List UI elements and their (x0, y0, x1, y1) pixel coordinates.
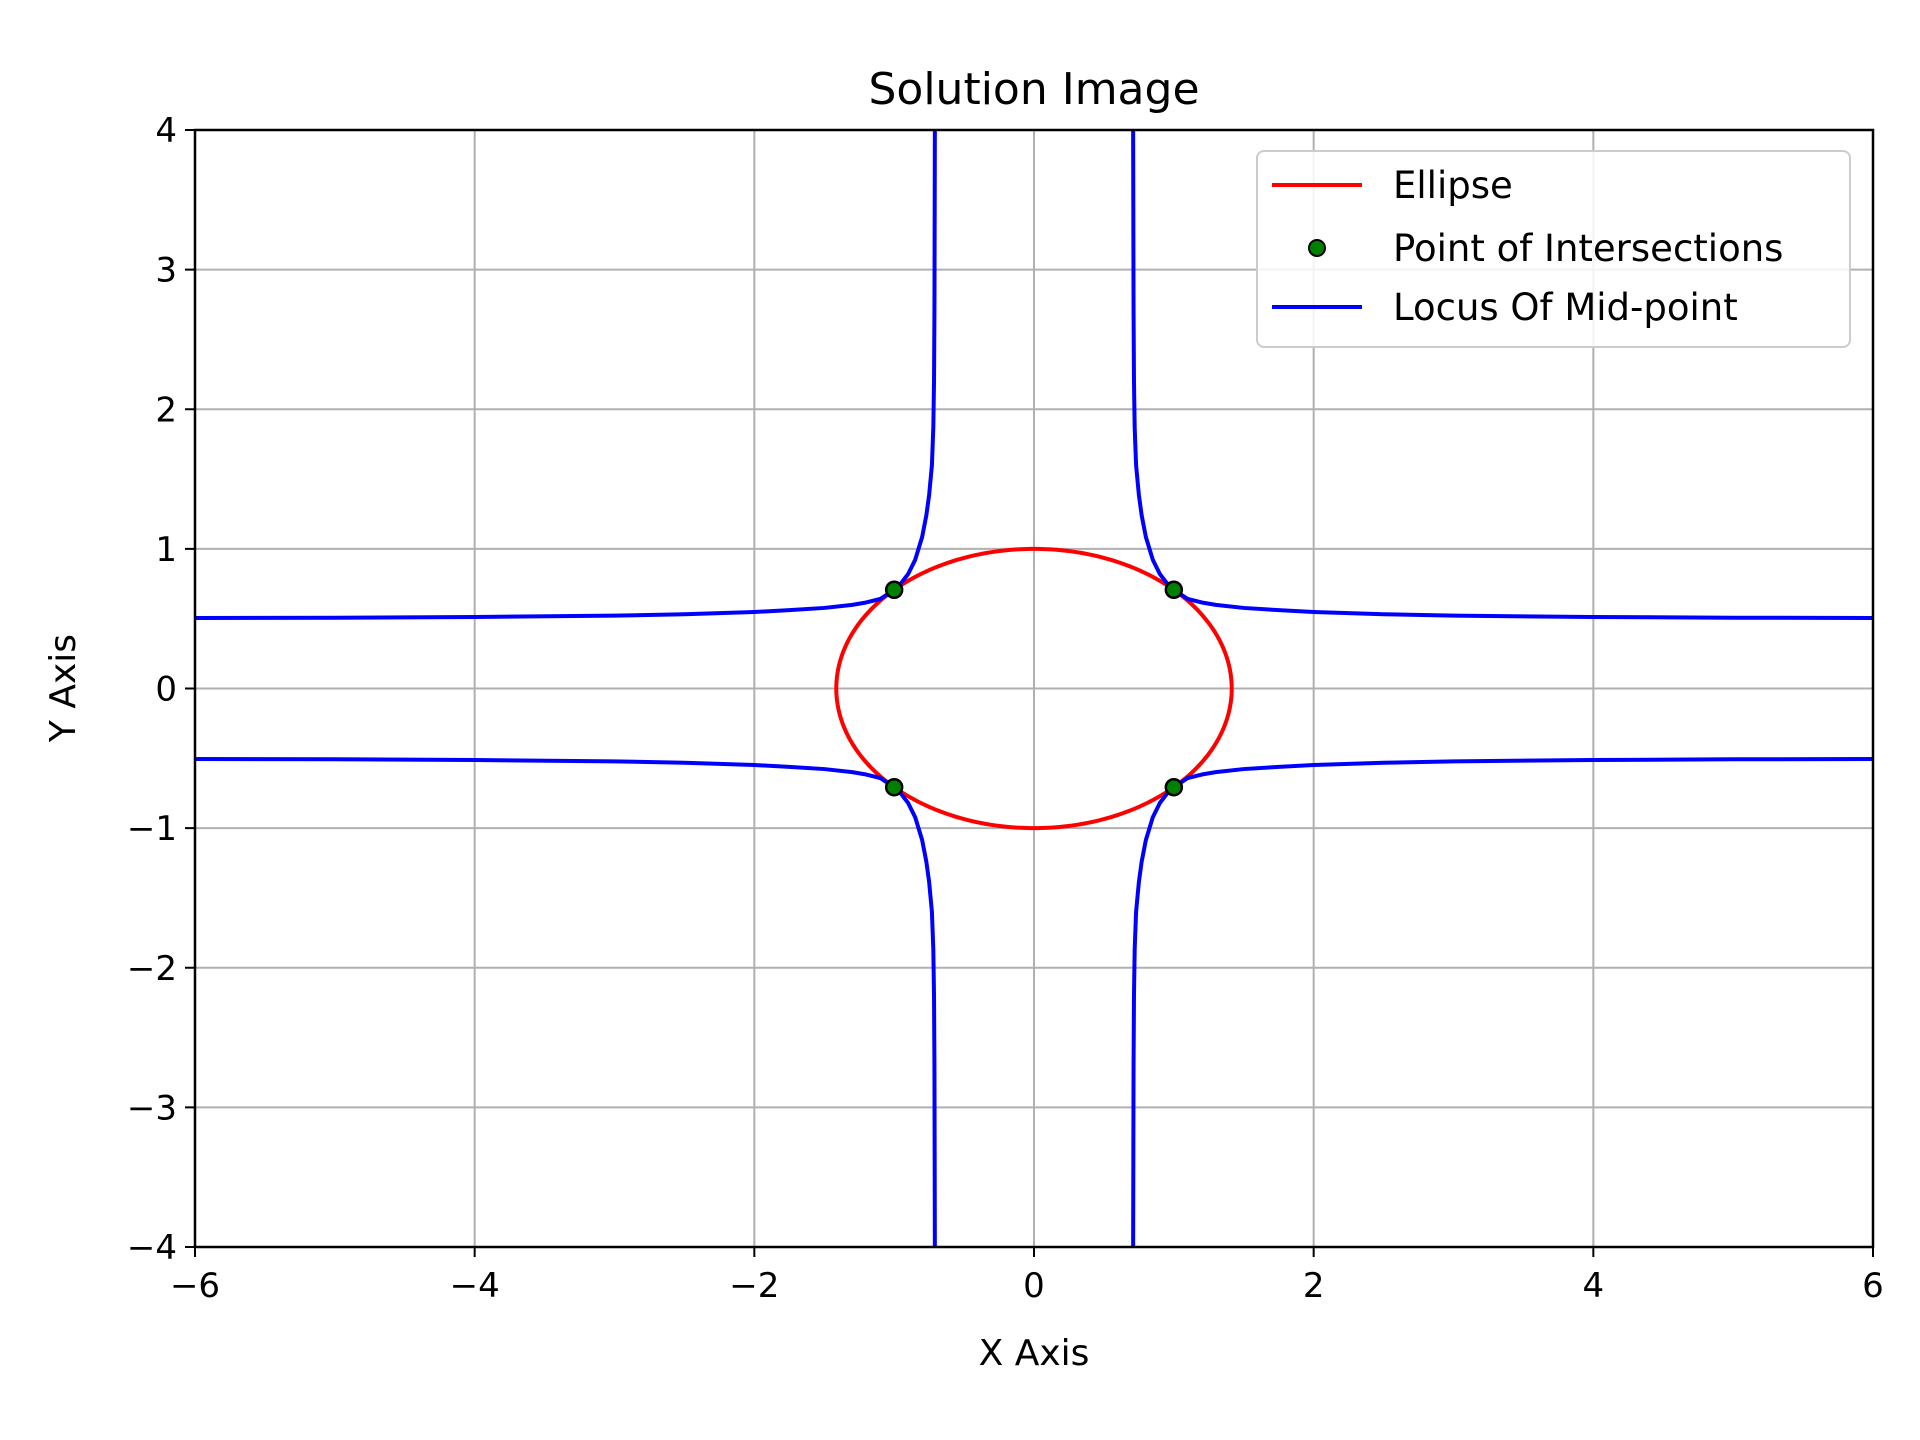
x-axis-label: X Axis (979, 1333, 1090, 1374)
legend-intersection-label: Point of Intersections (1393, 227, 1783, 270)
y-tick-label: 4 (155, 111, 177, 151)
x-tick-label: 6 (1862, 1266, 1884, 1306)
y-axis-label: Y Axis (43, 634, 84, 743)
y-tick-label: 0 (155, 670, 177, 710)
x-tick-label: −4 (450, 1266, 500, 1306)
x-tick-label: 4 (1583, 1266, 1605, 1306)
y-tick-label: 3 (155, 251, 177, 291)
chart-title: Solution Image (868, 64, 1199, 115)
legend-box (1256, 150, 1851, 348)
legend-intersection-swatch (1308, 239, 1326, 257)
x-tick-label: 0 (1023, 1266, 1045, 1306)
y-tick-label: 1 (155, 530, 177, 570)
y-tick-label: −2 (127, 949, 177, 989)
y-tick-label: −3 (127, 1088, 177, 1128)
ellipse-curve (834, 546, 1234, 831)
intersection-point (884, 580, 904, 600)
intersection-point (884, 777, 904, 797)
y-tick-label: −4 (127, 1228, 177, 1268)
intersection-point (1164, 777, 1184, 797)
intersection-point (1164, 580, 1184, 600)
legend-locus-label: Locus Of Mid-point (1393, 286, 1738, 329)
x-tick-label: −6 (170, 1266, 220, 1306)
y-tick-label: −1 (127, 809, 177, 849)
plot-area (195, 130, 1873, 1247)
x-tick-label: −2 (729, 1266, 779, 1306)
legend-ellipse-label: Ellipse (1393, 164, 1513, 207)
legend: Ellipse Point of Intersections Locus Of … (1256, 150, 1851, 348)
y-tick-label: 2 (155, 390, 177, 430)
x-tick-label: 2 (1303, 1266, 1325, 1306)
